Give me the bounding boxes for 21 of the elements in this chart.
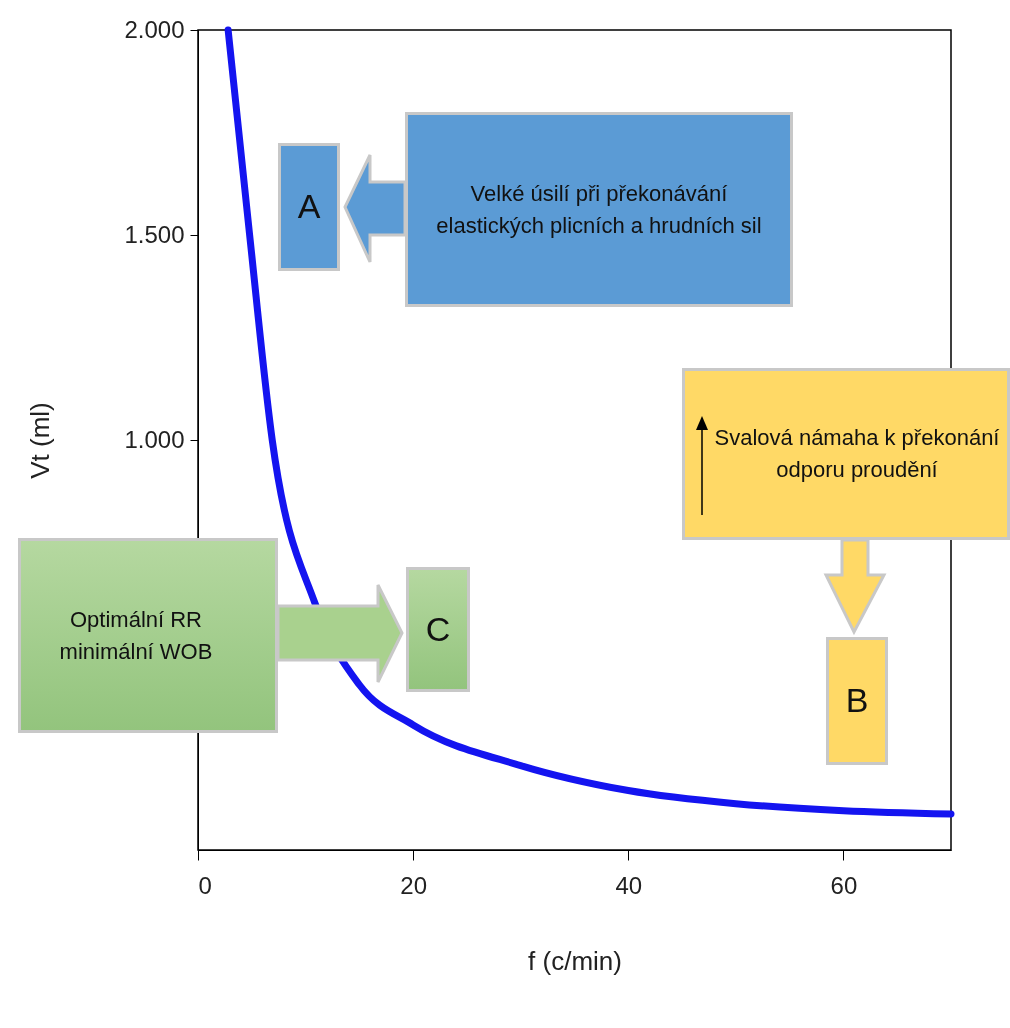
annotation: A (297, 186, 321, 228)
label-box: B (826, 637, 888, 765)
callout-box: Optimální RR minimální WOB (18, 538, 278, 733)
x-tick-label: 40 (615, 871, 643, 899)
x-axis-title: f (c/min) (528, 945, 622, 976)
x-tick-label: 60 (830, 871, 858, 899)
y-tick-label: 1.000 (124, 425, 185, 453)
callout-box: Velké úsilí při překonávání elastických plicních a hrudních sil (405, 112, 793, 307)
annotation: C (425, 608, 451, 650)
callout-box: Svalová námaha k překonání odporu proudění (682, 368, 1010, 540)
x-tick-label: 0 (198, 871, 212, 899)
y-axis-title: Vt (ml) (25, 402, 56, 479)
x-tick-label: 20 (400, 871, 427, 899)
label-box: A (278, 143, 340, 271)
y-tick-label: 2.000 (124, 15, 185, 43)
annotation: Svalová námaha k překonání odporu proudění (713, 424, 1001, 484)
label-box: C (406, 567, 470, 692)
annotation: B (845, 680, 869, 722)
annotation: Optimální RR minimální WOB (58, 605, 214, 666)
y-tick-label: 1.500 (124, 220, 185, 248)
annotation: Velké úsilí při překonávání elastických plicních a hrudních sil (435, 179, 763, 240)
